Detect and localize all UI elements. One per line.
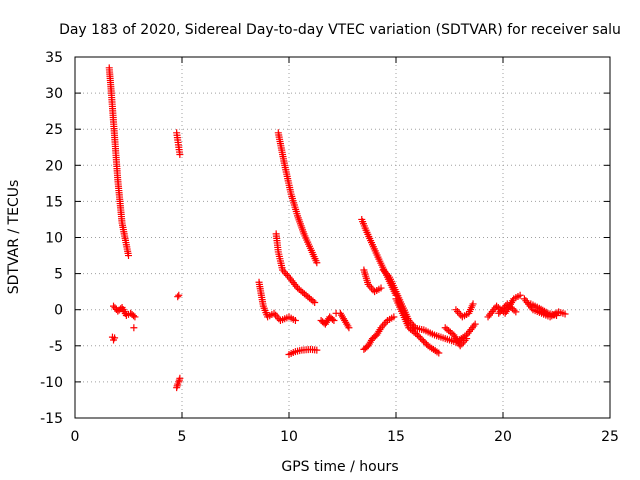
data-point — [505, 302, 513, 310]
y-tick-label: 10 — [45, 231, 63, 247]
data-point — [311, 298, 319, 306]
data-point — [111, 334, 119, 342]
x-tick-label: 25 — [601, 429, 619, 445]
data-series-sdtvar — [105, 64, 569, 392]
data-point — [369, 286, 377, 294]
y-tick-label: 5 — [54, 267, 63, 283]
data-point — [516, 291, 524, 299]
data-point — [512, 308, 520, 316]
data-point — [418, 336, 426, 344]
grid-lines — [75, 57, 610, 418]
data-point — [471, 320, 479, 328]
x-tick-label: 15 — [387, 429, 405, 445]
data-point — [390, 313, 398, 321]
y-tick-label: -15 — [40, 411, 63, 427]
data-point — [125, 252, 132, 260]
data-point — [345, 324, 353, 332]
data-point — [508, 305, 516, 313]
x-tick-label: 10 — [280, 429, 298, 445]
data-point — [130, 324, 138, 332]
chart-title: Day 183 of 2020, Sidereal Day-to-day VTE… — [59, 22, 621, 38]
y-tick-label: 25 — [45, 122, 63, 138]
y-tick-label: 15 — [45, 194, 63, 210]
data-point — [175, 291, 183, 299]
x-tick-label: 0 — [71, 429, 80, 445]
data-point — [291, 317, 299, 325]
data-point — [377, 284, 385, 292]
data-point — [454, 308, 462, 316]
data-point — [542, 308, 550, 316]
data-point — [313, 259, 321, 267]
data-point — [413, 331, 421, 339]
x-tick-label: 20 — [494, 429, 512, 445]
data-point — [435, 349, 443, 357]
data-point — [415, 333, 423, 341]
data-point — [510, 306, 518, 314]
data-point — [282, 270, 290, 278]
data-point — [313, 346, 321, 354]
x-tick-labels: 0 5 10 15 20 25 — [71, 429, 619, 445]
y-tick-label: 35 — [45, 50, 63, 66]
data-point — [420, 337, 428, 345]
data-point — [272, 311, 280, 319]
axis-ticks — [74, 56, 611, 419]
data-point — [380, 320, 388, 328]
data-point — [561, 310, 569, 318]
data-point — [309, 297, 317, 305]
data-point — [463, 335, 471, 343]
y-tick-label: 30 — [45, 86, 63, 102]
data-point — [503, 300, 511, 308]
data-point — [452, 306, 460, 314]
data-point — [330, 317, 338, 325]
y-tick-label: 20 — [45, 158, 63, 174]
data-point — [174, 293, 182, 301]
data-point — [176, 150, 184, 158]
data-point — [553, 311, 560, 319]
y-axis-title: SDTVAR / TECUs — [6, 180, 22, 295]
data-point — [329, 315, 337, 323]
y-tick-label: -10 — [40, 375, 63, 391]
data-point — [131, 313, 139, 321]
data-point — [457, 311, 465, 319]
y-tick-labels: -15 -10 -5 0 5 10 15 20 25 30 35 — [40, 50, 63, 427]
data-point — [176, 374, 184, 382]
data-point — [129, 312, 137, 320]
data-point — [416, 334, 424, 342]
data-point — [469, 300, 477, 308]
y-tick-label: -5 — [49, 339, 63, 355]
x-tick-label: 5 — [178, 429, 187, 445]
y-tick-label: 0 — [54, 303, 63, 319]
x-axis-title: GPS time / hours — [281, 459, 398, 475]
data-point — [507, 303, 515, 311]
data-point — [421, 339, 429, 347]
